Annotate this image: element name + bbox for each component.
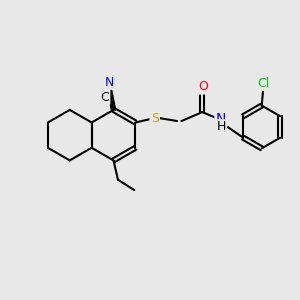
Text: Cl: Cl: [257, 77, 269, 90]
Text: N: N: [216, 112, 226, 126]
Text: H: H: [216, 121, 226, 134]
Text: S: S: [151, 112, 159, 124]
Text: C: C: [100, 91, 109, 104]
Text: O: O: [198, 80, 208, 93]
Text: N: N: [104, 76, 114, 89]
